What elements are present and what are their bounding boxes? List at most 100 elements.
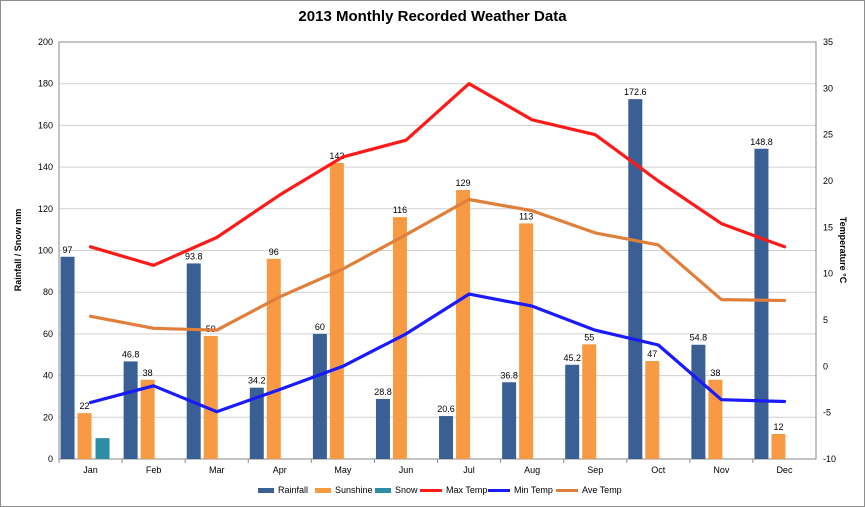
line-min-temp [88,292,787,414]
line-max-temp [88,82,787,267]
data-label-sunshine: 38 [710,368,720,378]
legend-label: Ave Temp [582,485,622,495]
y2-tick-label: 20 [823,176,833,186]
bar-sunshine [771,433,786,459]
x-tick-label: Nov [713,465,730,475]
legend-swatch [375,488,391,494]
bar-snow [95,438,110,459]
data-label-sunshine: 96 [269,247,279,257]
legend-item-ave-temp: Ave Temp [556,485,622,495]
y2-tick-label: 25 [823,130,833,140]
bar-rainfall [312,333,327,459]
bar-sunshine [203,335,218,459]
data-label-sunshine: 12 [773,422,783,432]
legend-swatch [315,488,331,494]
data-label-rainfall: 46.8 [122,349,140,359]
data-label-rainfall: 172.6 [624,87,647,97]
y-tick-label: 160 [38,120,53,130]
y-tick-label: 80 [43,287,53,297]
data-label-sunshine: 113 [519,211,533,221]
legend-item-max-temp: Max Temp [420,485,487,495]
bar-sunshine [645,361,660,459]
y-tick-label: 200 [38,37,53,47]
bar-sunshine [77,413,92,459]
x-tick-label: Dec [776,465,793,475]
y2-tick-label: 10 [823,269,833,279]
y-tick-label: 180 [38,79,53,89]
legend-item-rainfall: Rainfall [258,485,308,495]
data-label-rainfall: 28.8 [374,387,392,397]
bar-rainfall [439,416,454,459]
y2-tick-label: 5 [823,315,828,325]
bar-rainfall [502,382,517,459]
data-label-sunshine: 129 [456,178,471,188]
legend-label: Rainfall [278,485,309,495]
legend-swatch [420,489,442,493]
legend-swatch [556,489,578,493]
legend-label: Min Temp [514,485,553,495]
y2-tick-label: 30 [823,83,833,93]
data-label-rainfall: 148.8 [750,137,773,147]
x-tick-label: Jan [83,465,98,475]
legend-label: Snow [395,485,418,495]
legend-label: Sunshine [335,485,373,495]
x-tick-label: Mar [209,465,225,475]
bar-rainfall [60,256,75,459]
x-tick-label: Feb [146,465,162,475]
y-tick-label: 140 [38,162,53,172]
x-tick-label: Sep [587,465,603,475]
bar-sunshine [456,190,471,459]
bar-rainfall [628,99,643,459]
legend-item-snow: Snow [375,485,418,495]
legend-swatch [258,488,274,494]
bar-rainfall [375,398,390,459]
data-label-rainfall: 54.8 [690,333,708,343]
data-label-rainfall: 20.6 [437,404,455,414]
data-label-sunshine: 47 [647,349,657,359]
y2-tick-label: -5 [823,408,831,418]
x-tick-label: Aug [524,465,540,475]
x-tick-label: Apr [273,465,287,475]
data-label-rainfall: 93.8 [185,251,203,261]
x-tick-label: Jun [399,465,414,475]
bar-rainfall [691,344,706,459]
y2-tick-label: -10 [823,454,836,464]
y2-tick-label: 15 [823,222,833,232]
y-tick-label: 120 [38,204,53,214]
line-ave-temp [88,197,787,332]
legend-label: Max Temp [446,485,488,495]
data-label-sunshine: 116 [393,205,407,215]
data-label-rainfall: 97 [63,245,73,255]
data-label-sunshine: 55 [584,332,594,342]
y-tick-label: 100 [38,246,53,256]
x-tick-label: May [334,465,352,475]
data-label-sunshine: 22 [80,401,90,411]
bar-sunshine [266,258,281,459]
data-label-sunshine: 142 [329,151,344,161]
bar-rainfall [186,263,201,459]
bar-sunshine [519,223,534,459]
bar-rainfall [565,364,580,459]
bar-sunshine [582,344,597,459]
y-tick-label: 0 [48,454,53,464]
legend-item-min-temp: Min Temp [488,485,553,495]
bar-rainfall [754,148,769,459]
chart-title: 2013 Monthly Recorded Weather Data [298,8,567,25]
y-tick-label: 40 [43,371,53,381]
x-tick-label: Jul [463,465,475,475]
legend-item-sunshine: Sunshine [315,485,373,495]
y2-tick-label: 35 [823,37,833,47]
data-label-rainfall: 45.2 [563,353,581,363]
y-tick-label: 20 [43,412,53,422]
data-label-sunshine: 38 [143,368,153,378]
data-label-rainfall: 36.8 [500,370,518,380]
bar-sunshine [140,379,155,459]
bar-rainfall [249,387,264,459]
x-tick-label: Oct [651,465,666,475]
bar-sunshine [329,162,344,459]
legend-swatch [488,489,510,493]
bar-rainfall [123,361,138,459]
y2-tick-label: 0 [823,361,828,371]
data-label-rainfall: 34.2 [248,376,266,386]
